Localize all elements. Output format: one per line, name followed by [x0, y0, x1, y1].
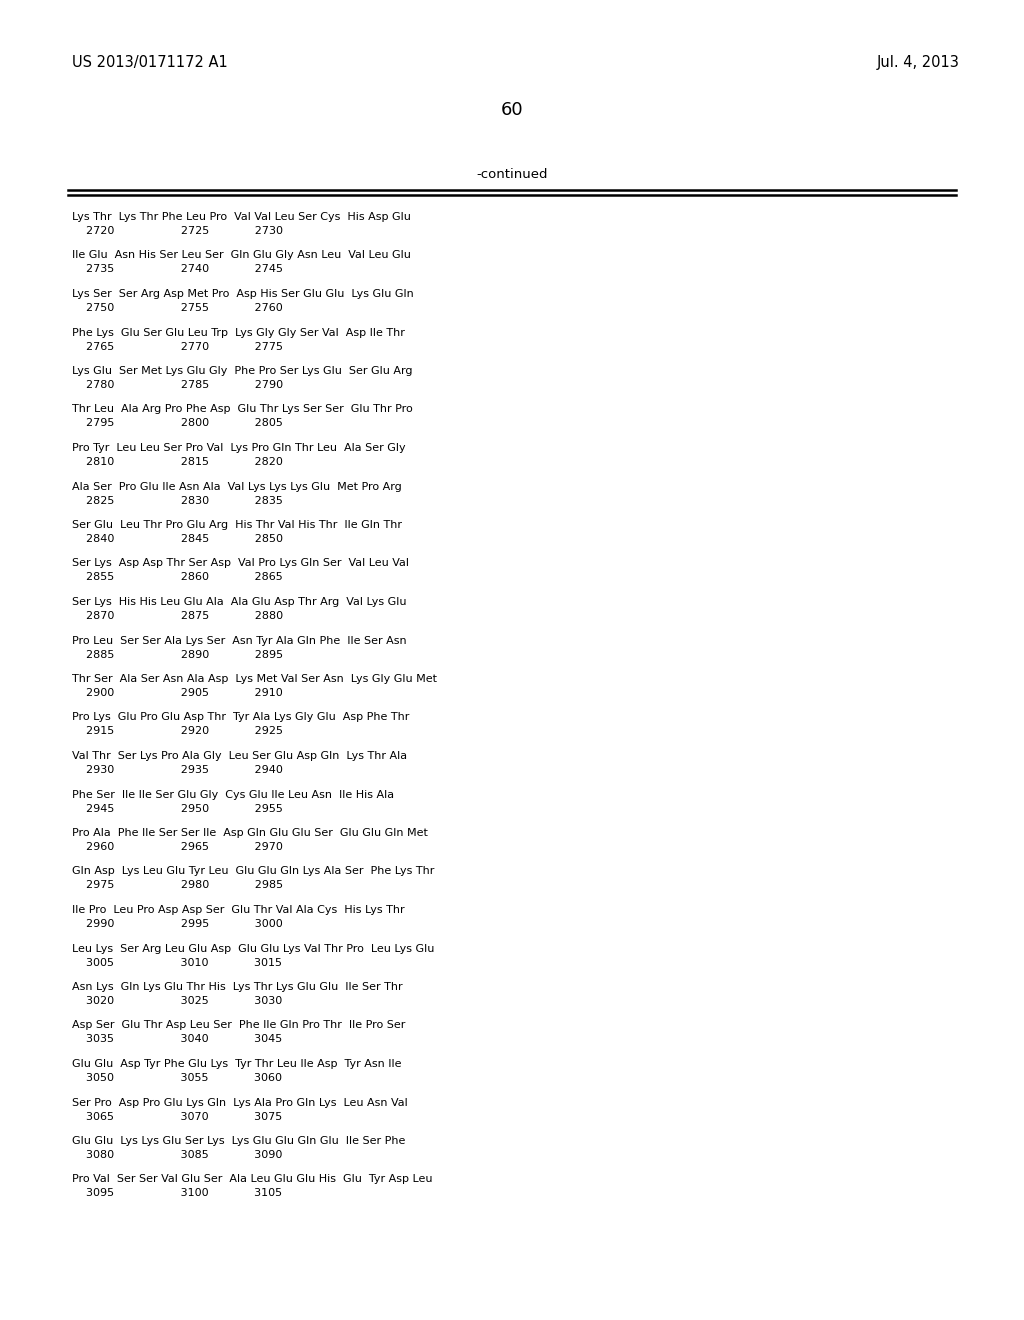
Text: 2855                   2860             2865: 2855 2860 2865 — [72, 573, 283, 582]
Text: Pro Leu  Ser Ser Ala Lys Ser  Asn Tyr Ala Gln Phe  Ile Ser Asn: Pro Leu Ser Ser Ala Lys Ser Asn Tyr Ala … — [72, 635, 407, 645]
Text: 2960                   2965             2970: 2960 2965 2970 — [72, 842, 283, 851]
Text: 2735                   2740             2745: 2735 2740 2745 — [72, 264, 283, 275]
Text: 3035                   3040             3045: 3035 3040 3045 — [72, 1035, 283, 1044]
Text: Phe Ser  Ile Ile Ser Glu Gly  Cys Glu Ile Leu Asn  Ile His Ala: Phe Ser Ile Ile Ser Glu Gly Cys Glu Ile … — [72, 789, 394, 800]
Text: Asp Ser  Glu Thr Asp Leu Ser  Phe Ile Gln Pro Thr  Ile Pro Ser: Asp Ser Glu Thr Asp Leu Ser Phe Ile Gln … — [72, 1020, 406, 1031]
Text: Pro Tyr  Leu Leu Ser Pro Val  Lys Pro Gln Thr Leu  Ala Ser Gly: Pro Tyr Leu Leu Ser Pro Val Lys Pro Gln … — [72, 444, 406, 453]
Text: Ile Glu  Asn His Ser Leu Ser  Gln Glu Gly Asn Leu  Val Leu Glu: Ile Glu Asn His Ser Leu Ser Gln Glu Gly … — [72, 251, 411, 260]
Text: 2870                   2875             2880: 2870 2875 2880 — [72, 611, 283, 620]
Text: Ala Ser  Pro Glu Ile Asn Ala  Val Lys Lys Lys Glu  Met Pro Arg: Ala Ser Pro Glu Ile Asn Ala Val Lys Lys … — [72, 482, 401, 491]
Text: Ser Lys  Asp Asp Thr Ser Asp  Val Pro Lys Gln Ser  Val Leu Val: Ser Lys Asp Asp Thr Ser Asp Val Pro Lys … — [72, 558, 409, 569]
Text: 2945                   2950             2955: 2945 2950 2955 — [72, 804, 283, 813]
Text: 3050                   3055             3060: 3050 3055 3060 — [72, 1073, 282, 1082]
Text: -continued: -continued — [476, 169, 548, 181]
Text: 3020                   3025             3030: 3020 3025 3030 — [72, 997, 283, 1006]
Text: Lys Thr  Lys Thr Phe Leu Pro  Val Val Leu Ser Cys  His Asp Glu: Lys Thr Lys Thr Phe Leu Pro Val Val Leu … — [72, 213, 411, 222]
Text: 2810                   2815             2820: 2810 2815 2820 — [72, 457, 283, 467]
Text: 2840                   2845             2850: 2840 2845 2850 — [72, 535, 283, 544]
Text: Ser Pro  Asp Pro Glu Lys Gln  Lys Ala Pro Gln Lys  Leu Asn Val: Ser Pro Asp Pro Glu Lys Gln Lys Ala Pro … — [72, 1097, 408, 1107]
Text: 2975                   2980             2985: 2975 2980 2985 — [72, 880, 283, 891]
Text: Jul. 4, 2013: Jul. 4, 2013 — [878, 54, 961, 70]
Text: Val Thr  Ser Lys Pro Ala Gly  Leu Ser Glu Asp Gln  Lys Thr Ala: Val Thr Ser Lys Pro Ala Gly Leu Ser Glu … — [72, 751, 408, 762]
Text: Thr Leu  Ala Arg Pro Phe Asp  Glu Thr Lys Ser Ser  Glu Thr Pro: Thr Leu Ala Arg Pro Phe Asp Glu Thr Lys … — [72, 404, 413, 414]
Text: Glu Glu  Asp Tyr Phe Glu Lys  Tyr Thr Leu Ile Asp  Tyr Asn Ile: Glu Glu Asp Tyr Phe Glu Lys Tyr Thr Leu … — [72, 1059, 401, 1069]
Text: 2750                   2755             2760: 2750 2755 2760 — [72, 304, 283, 313]
Text: 3005                   3010             3015: 3005 3010 3015 — [72, 957, 282, 968]
Text: 2930                   2935             2940: 2930 2935 2940 — [72, 766, 283, 775]
Text: 2780                   2785             2790: 2780 2785 2790 — [72, 380, 283, 389]
Text: 2825                   2830             2835: 2825 2830 2835 — [72, 495, 283, 506]
Text: Phe Lys  Glu Ser Glu Leu Trp  Lys Gly Gly Ser Val  Asp Ile Thr: Phe Lys Glu Ser Glu Leu Trp Lys Gly Gly … — [72, 327, 404, 338]
Text: Pro Ala  Phe Ile Ser Ser Ile  Asp Gln Glu Glu Ser  Glu Glu Gln Met: Pro Ala Phe Ile Ser Ser Ile Asp Gln Glu … — [72, 828, 428, 838]
Text: 3065                   3070             3075: 3065 3070 3075 — [72, 1111, 283, 1122]
Text: 2720                   2725             2730: 2720 2725 2730 — [72, 226, 283, 236]
Text: 2990                   2995             3000: 2990 2995 3000 — [72, 919, 283, 929]
Text: 3095                   3100             3105: 3095 3100 3105 — [72, 1188, 283, 1199]
Text: Thr Ser  Ala Ser Asn Ala Asp  Lys Met Val Ser Asn  Lys Gly Glu Met: Thr Ser Ala Ser Asn Ala Asp Lys Met Val … — [72, 675, 437, 684]
Text: Ile Pro  Leu Pro Asp Asp Ser  Glu Thr Val Ala Cys  His Lys Thr: Ile Pro Leu Pro Asp Asp Ser Glu Thr Val … — [72, 906, 404, 915]
Text: Gln Asp  Lys Leu Glu Tyr Leu  Glu Glu Gln Lys Ala Ser  Phe Lys Thr: Gln Asp Lys Leu Glu Tyr Leu Glu Glu Gln … — [72, 866, 434, 876]
Text: Ser Glu  Leu Thr Pro Glu Arg  His Thr Val His Thr  Ile Gln Thr: Ser Glu Leu Thr Pro Glu Arg His Thr Val … — [72, 520, 402, 531]
Text: Glu Glu  Lys Lys Glu Ser Lys  Lys Glu Glu Gln Glu  Ile Ser Phe: Glu Glu Lys Lys Glu Ser Lys Lys Glu Glu … — [72, 1137, 406, 1146]
Text: 2765                   2770             2775: 2765 2770 2775 — [72, 342, 283, 351]
Text: Leu Lys  Ser Arg Leu Glu Asp  Glu Glu Lys Val Thr Pro  Leu Lys Glu: Leu Lys Ser Arg Leu Glu Asp Glu Glu Lys … — [72, 944, 434, 953]
Text: 60: 60 — [501, 102, 523, 119]
Text: Lys Ser  Ser Arg Asp Met Pro  Asp His Ser Glu Glu  Lys Glu Gln: Lys Ser Ser Arg Asp Met Pro Asp His Ser … — [72, 289, 414, 300]
Text: Ser Lys  His His Leu Glu Ala  Ala Glu Asp Thr Arg  Val Lys Glu: Ser Lys His His Leu Glu Ala Ala Glu Asp … — [72, 597, 407, 607]
Text: 2795                   2800             2805: 2795 2800 2805 — [72, 418, 283, 429]
Text: 2900                   2905             2910: 2900 2905 2910 — [72, 688, 283, 698]
Text: Lys Glu  Ser Met Lys Glu Gly  Phe Pro Ser Lys Glu  Ser Glu Arg: Lys Glu Ser Met Lys Glu Gly Phe Pro Ser … — [72, 366, 413, 376]
Text: Pro Val  Ser Ser Val Glu Ser  Ala Leu Glu Glu His  Glu  Tyr Asp Leu: Pro Val Ser Ser Val Glu Ser Ala Leu Glu … — [72, 1175, 432, 1184]
Text: Asn Lys  Gln Lys Glu Thr His  Lys Thr Lys Glu Glu  Ile Ser Thr: Asn Lys Gln Lys Glu Thr His Lys Thr Lys … — [72, 982, 402, 993]
Text: 2915                   2920             2925: 2915 2920 2925 — [72, 726, 283, 737]
Text: 2885                   2890             2895: 2885 2890 2895 — [72, 649, 283, 660]
Text: US 2013/0171172 A1: US 2013/0171172 A1 — [72, 54, 227, 70]
Text: 3080                   3085             3090: 3080 3085 3090 — [72, 1150, 283, 1160]
Text: Pro Lys  Glu Pro Glu Asp Thr  Tyr Ala Lys Gly Glu  Asp Phe Thr: Pro Lys Glu Pro Glu Asp Thr Tyr Ala Lys … — [72, 713, 410, 722]
